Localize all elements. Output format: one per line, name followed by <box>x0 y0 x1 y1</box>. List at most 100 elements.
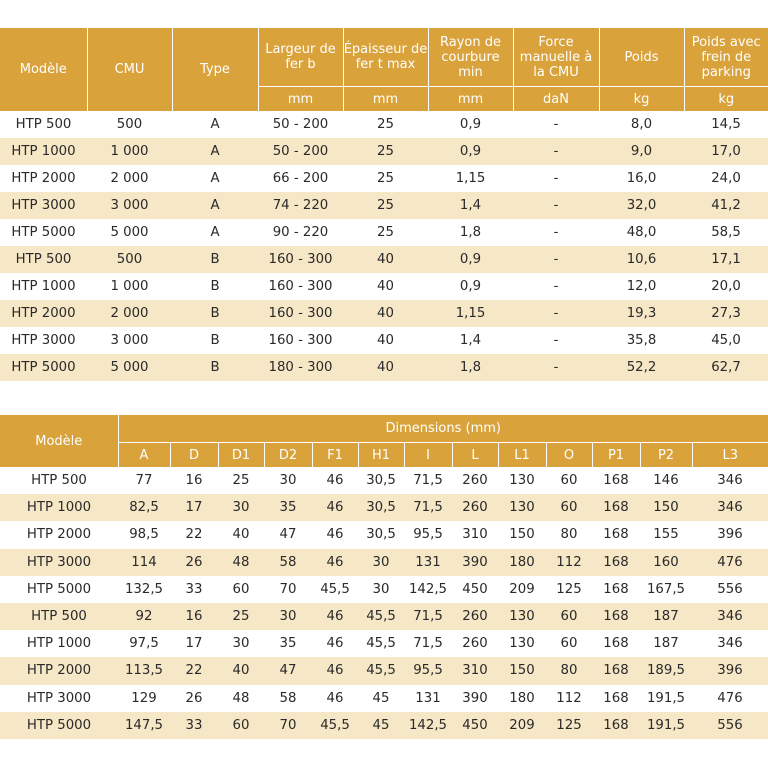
table-cell: 10,6 <box>599 246 684 273</box>
table-cell: 22 <box>170 657 218 685</box>
table-cell: 60 <box>560 636 578 652</box>
table-cell: 19,3 <box>599 300 684 327</box>
table-cell: 30 <box>372 581 390 597</box>
table-cell: 30,5 <box>358 494 404 522</box>
unit-manual-force: daN <box>513 86 600 111</box>
table-cell: 71,5 <box>404 602 452 631</box>
table-cell: 187 <box>640 602 692 631</box>
table-cell: A <box>172 192 258 219</box>
table-cell: 16 <box>185 473 203 489</box>
table-cell: 8,0 <box>630 117 653 132</box>
table-cell: 146 <box>653 473 679 489</box>
table-cell: 25 <box>377 171 394 186</box>
table-cell: 40 <box>343 300 428 327</box>
table-cell: 160 - 300 <box>268 279 333 294</box>
table-cell: 25 <box>343 138 428 165</box>
table-cell: - <box>553 225 559 240</box>
dim-column-header: L <box>452 442 499 467</box>
table-cell: 45,0 <box>711 333 741 348</box>
table-cell: 310 <box>462 527 488 543</box>
table-cell: 97,5 <box>129 636 159 652</box>
table-cell: HTP 500 <box>31 473 87 489</box>
table-cell: 390 <box>452 548 498 576</box>
table-cell: 71,5 <box>413 636 443 652</box>
header-type: Type <box>172 28 259 111</box>
table-cell: 24,0 <box>711 171 741 186</box>
header-manual-force: Force manuelle à la CMU <box>513 28 600 87</box>
table-cell: 168 <box>603 690 629 706</box>
table-cell: 168 <box>603 473 629 489</box>
unit-weight: kg <box>599 86 685 111</box>
table-cell: - <box>513 246 599 273</box>
table-cell: 45,5 <box>366 636 396 652</box>
dim-column-header: D <box>170 442 219 467</box>
table-cell: 191,5 <box>640 711 692 739</box>
table-cell: HTP 5000 <box>0 354 87 381</box>
table-cell: 125 <box>546 711 592 739</box>
table-cell: 41,2 <box>684 192 768 219</box>
table-cell: B <box>172 354 258 381</box>
table-cell: 2 000 <box>87 300 172 327</box>
table-row: HTP 1000 1 000 B 160 - 300 40 0,9 - 12,0 20,0 <box>0 273 768 300</box>
table-cell: 168 <box>592 494 640 522</box>
table-cell: HTP 3000 <box>11 333 76 348</box>
table-cell: HTP 1000 <box>0 494 118 522</box>
table-cell: 191,5 <box>646 690 686 706</box>
table-cell: 71,5 <box>413 473 443 489</box>
table-cell: 112 <box>546 548 592 576</box>
table-row: HTP 1000 82,5 17 30 35 46 30,5 71,5 260 130 60 168 1… <box>0 494 768 522</box>
table-cell: 1 000 <box>87 138 172 165</box>
table-cell: 46 <box>312 602 358 631</box>
table-row: HTP 2000 113,5 22 40 47 46 45,5 95,5 310 150 80 168… <box>0 657 768 685</box>
table-cell: 130 <box>509 473 535 489</box>
table-cell: 30,5 <box>366 473 396 489</box>
table-cell: 1,4 <box>459 333 482 348</box>
unit-bend-radius: mm <box>428 86 514 111</box>
table-cell: 46 <box>312 548 358 576</box>
dim-column-header: A <box>118 442 171 467</box>
table-cell: 147,5 <box>118 711 170 739</box>
table-cell: 17,1 <box>684 246 768 273</box>
table-cell: 1,4 <box>428 192 513 219</box>
table-cell: HTP 3000 <box>0 548 118 576</box>
table-cell: 5 000 <box>110 225 149 240</box>
header-bend-radius: Rayon de courbure min <box>428 28 514 87</box>
table-cell: 74 - 220 <box>258 192 343 219</box>
table-cell: 30 <box>279 473 297 489</box>
table-cell: 92 <box>118 602 170 631</box>
table-cell: 50 - 200 <box>272 117 329 132</box>
table-cell: 17 <box>170 494 218 522</box>
table-cell: 129 <box>131 690 157 706</box>
table-cell: 25 <box>377 225 394 240</box>
table-cell: 48 <box>232 690 250 706</box>
table-cell: 22 <box>185 527 203 543</box>
specifications-table: Modèle CMU Type Largeur de fer b Épaisse… <box>0 28 768 381</box>
header-model: Modèle <box>0 28 88 111</box>
unit-strap-width: mm <box>258 86 344 111</box>
table-cell: 346 <box>717 473 743 489</box>
table-cell: 131 <box>415 690 441 706</box>
table-cell: 168 <box>592 602 640 631</box>
table-cell: 58,5 <box>711 225 741 240</box>
table-row: HTP 5000 132,5 33 60 70 45,5 30 142,5 450 209 125 1… <box>0 576 768 603</box>
table-cell: 396 <box>692 657 768 685</box>
table-cell: 112 <box>556 690 582 706</box>
table-cell: 3 000 <box>110 333 149 348</box>
table-cell: 168 <box>592 711 640 739</box>
table-cell: 260 <box>452 494 498 522</box>
table-cell: 0,9 <box>459 117 482 132</box>
table-cell: 45,5 <box>358 602 404 631</box>
table-cell: 130 <box>509 636 535 652</box>
table-cell: 132,5 <box>124 581 164 597</box>
table-cell: HTP 5000 <box>26 581 92 597</box>
table-cell: 80 <box>546 657 592 685</box>
unit-strap-thickness: mm <box>343 86 429 111</box>
table-cell: 62,7 <box>684 354 768 381</box>
table-cell: 168 <box>592 657 640 685</box>
table-cell: 3 000 <box>87 192 172 219</box>
table-cell: 167,5 <box>646 581 686 597</box>
table-cell: 27,3 <box>684 300 768 327</box>
table-cell: 40 <box>377 279 394 294</box>
table-cell: 60 <box>232 581 250 597</box>
header-weight-brake: Poids avec frein de parking <box>684 28 768 87</box>
